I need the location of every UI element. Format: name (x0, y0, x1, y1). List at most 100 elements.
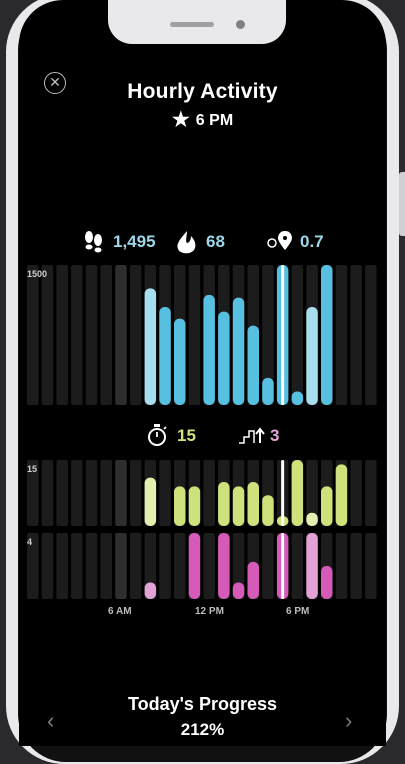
active_minutes-track-19 (306, 460, 318, 526)
star-icon: ★ (171, 109, 190, 131)
floors-track-6 (115, 533, 127, 599)
floors-track-12 (203, 533, 215, 599)
close-icon[interactable]: ✕ (44, 72, 66, 94)
active_minutes-bar-11[interactable] (188, 486, 201, 526)
active_minutes-bar-13[interactable] (218, 482, 230, 526)
active_minutes-bar-14[interactable] (232, 486, 245, 526)
calories-value: 68 (206, 232, 225, 251)
active_minutes-bar-16[interactable] (262, 495, 274, 526)
floors-track-21 (335, 533, 348, 599)
steps-bar-12[interactable] (203, 294, 215, 405)
steps-bar-10[interactable] (174, 318, 186, 405)
floors-track-18 (291, 533, 304, 599)
floors-track-5 (100, 533, 112, 599)
floors-bar-19[interactable] (306, 533, 318, 599)
floors-axis-max: 4 (27, 537, 33, 547)
floors-track-4 (85, 533, 98, 599)
floors-track-16 (262, 533, 274, 599)
steps-axis-max: 1500 (27, 269, 48, 279)
distance-value: 0.7 (300, 232, 324, 251)
floors-track-9 (159, 533, 171, 599)
floors-value: 3 (270, 426, 280, 445)
floors-track-1 (41, 533, 54, 599)
steps-track-5 (100, 265, 112, 405)
steps-value: 1,495 (113, 232, 156, 251)
floors-selected-hour-marker (281, 533, 285, 599)
floors-track-7 (129, 533, 142, 599)
active-minutes-value: 15 (177, 426, 196, 445)
time-label-6am: 6 AM (108, 606, 132, 617)
active_minutes-track-1 (41, 460, 54, 526)
chevron-left-icon[interactable]: ‹ (47, 708, 55, 733)
active_minutes-bar-21[interactable] (335, 464, 348, 526)
floors-bar-20[interactable] (321, 566, 333, 599)
active_minutes-bar-8[interactable] (144, 477, 157, 526)
steps-bar-20[interactable] (321, 265, 333, 405)
time-label-12pm: 12 PM (195, 606, 224, 617)
floors-track-22 (350, 533, 362, 599)
steps-track-11 (188, 265, 201, 405)
active_minutes-bar-20[interactable] (321, 486, 333, 526)
steps-bar-9[interactable] (159, 307, 171, 405)
active_minutes-track-12 (203, 460, 215, 526)
steps-track-21 (335, 265, 348, 405)
selected-hour-label: 6 PM (195, 112, 234, 129)
floors-track-2 (56, 533, 68, 599)
active_minutes-bar-15[interactable] (247, 482, 260, 526)
floors-track-23 (365, 533, 377, 599)
chevron-right-icon[interactable]: › (345, 708, 353, 733)
steps-track-16 (262, 265, 274, 405)
floors-bar-8[interactable] (144, 582, 157, 600)
front-camera (236, 20, 245, 29)
active_minutes-bar-10[interactable] (174, 486, 186, 526)
floors-track-10 (174, 533, 186, 599)
steps-bar-18[interactable] (291, 391, 304, 405)
active_minutes-selected-hour-marker (281, 460, 285, 526)
active_minutes-track-5 (100, 460, 112, 526)
steps-bar-15[interactable] (247, 325, 260, 405)
floors-track-8 (144, 533, 157, 599)
time-label-6pm: 6 PM (286, 606, 310, 617)
active_minutes-track-4 (85, 460, 98, 526)
steps-bar-13[interactable] (218, 311, 230, 405)
active_minutes-track-3 (71, 460, 83, 526)
active_minutes-track-23 (365, 460, 377, 526)
progress-value: 212% (180, 720, 225, 739)
active_minutes-track-7 (129, 460, 142, 526)
steps-track-23 (365, 265, 377, 405)
floors-track-3 (71, 533, 83, 599)
active-axis-max: 15 (27, 464, 38, 474)
steps-selected-hour-marker (281, 265, 285, 405)
active_minutes-track-9 (159, 460, 171, 526)
active_minutes-track-2 (56, 460, 68, 526)
steps-track-3 (71, 265, 83, 405)
floors-bar-13[interactable] (218, 533, 230, 599)
steps-track-1 (41, 265, 54, 405)
side-button (399, 172, 405, 236)
active_minutes-bar-18[interactable] (291, 460, 304, 526)
steps-track-4 (85, 265, 98, 405)
steps-bar-14[interactable] (232, 297, 245, 405)
floors-bar-11[interactable] (188, 533, 201, 599)
floors-track-14 (232, 533, 245, 599)
active_minutes-bar-19[interactable] (306, 512, 318, 526)
hourly-charts (27, 265, 377, 600)
steps-bar-16[interactable] (262, 377, 274, 405)
floors-bar-14[interactable] (232, 582, 245, 600)
speaker-grille (170, 22, 214, 27)
steps-bar-19[interactable] (306, 307, 318, 405)
steps-bar-8[interactable] (144, 288, 157, 405)
steps-track-22 (350, 265, 362, 405)
steps-track-2 (56, 265, 68, 405)
selected-hour: ★ 6 PM (0, 107, 405, 132)
floors-track-0 (27, 533, 39, 599)
steps-track-6 (115, 265, 127, 405)
steps-track-0 (27, 265, 39, 405)
active_minutes-track-0 (27, 460, 39, 526)
floors-bar-15[interactable] (247, 561, 260, 599)
active_minutes-track-22 (350, 460, 362, 526)
steps-track-18 (291, 265, 304, 405)
active_minutes-track-6 (115, 460, 127, 526)
steps-track-7 (129, 265, 142, 405)
progress-title: Today's Progress (127, 694, 277, 714)
